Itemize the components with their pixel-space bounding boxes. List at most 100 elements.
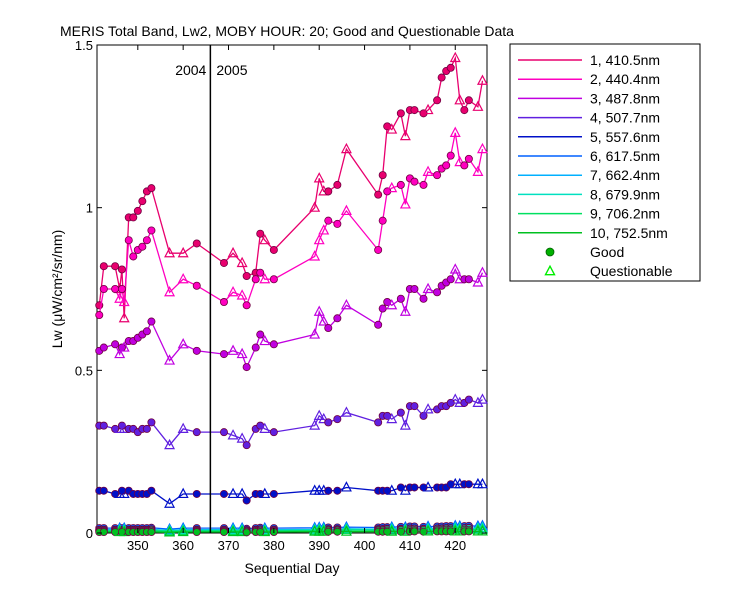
questionable-point <box>164 285 176 297</box>
good-point <box>396 109 405 118</box>
questionable-point <box>114 292 126 303</box>
questionable-point <box>476 525 488 536</box>
questionable-point <box>472 396 484 407</box>
good-point <box>374 418 383 427</box>
questionable-point <box>449 51 461 63</box>
good-point <box>410 106 419 115</box>
questionable-point <box>309 328 321 339</box>
axes-layer: 350 360 370 380 390 400 410 420 0 0.5 1 1.5 <box>75 38 487 553</box>
questionable-point <box>177 272 189 284</box>
questionable-point <box>259 334 271 346</box>
good-point <box>269 340 278 349</box>
good-point <box>99 343 108 352</box>
legend-questionable-label: Questionable <box>590 263 673 279</box>
series-10 <box>95 525 488 537</box>
y-tick-label: 0 <box>86 526 93 541</box>
questionable-point <box>227 344 239 355</box>
legend-questionable-marker <box>544 264 556 276</box>
legend-label: 4, 507.7nm <box>590 110 660 126</box>
good-point <box>117 284 126 293</box>
good-point <box>219 298 228 307</box>
good-point <box>410 483 419 492</box>
good-point <box>419 294 428 303</box>
good-point <box>269 489 278 498</box>
good-point <box>333 219 342 228</box>
questionable-point <box>422 165 434 176</box>
questionable-point <box>399 129 411 141</box>
good-point <box>192 346 201 355</box>
questionable-point <box>422 525 434 536</box>
good-point <box>147 528 156 537</box>
questionable-point <box>449 393 461 404</box>
good-point <box>192 489 201 498</box>
good-point <box>256 229 265 238</box>
x-tick-label: 390 <box>308 538 330 553</box>
good-point <box>219 428 228 437</box>
legend-label: 9, 706.2nm <box>590 206 660 222</box>
legend-label: 5, 557.6nm <box>590 129 660 145</box>
good-point <box>192 428 201 437</box>
questionable-point <box>340 481 352 492</box>
questionable-point <box>340 523 352 535</box>
questionable-point <box>259 487 271 499</box>
good-point <box>138 242 147 251</box>
questionable-point <box>118 295 130 307</box>
legend-label: 7, 662.4nm <box>590 167 660 183</box>
questionable-point <box>386 123 398 134</box>
good-point <box>242 441 251 450</box>
good-point <box>324 418 333 427</box>
good-point <box>147 418 156 427</box>
questionable-point <box>449 263 461 274</box>
questionable-point <box>227 525 239 537</box>
x-tick-label: 360 <box>172 538 194 553</box>
questionable-point <box>236 289 248 300</box>
good-point <box>129 213 138 222</box>
good-point <box>242 363 251 372</box>
good-point <box>433 96 442 105</box>
good-point <box>410 527 419 536</box>
good-point <box>433 171 442 180</box>
questionable-point <box>318 412 330 424</box>
legend-label: 1, 410.5nm <box>590 52 660 68</box>
good-point <box>256 268 265 277</box>
good-point <box>111 262 120 271</box>
series-1 <box>95 51 488 323</box>
questionable-point <box>164 246 176 258</box>
legend: 1, 410.5nm 2, 440.4nm 3, 487.8nm 4, 507.7nm… <box>518 52 673 279</box>
good-point <box>251 343 260 352</box>
good-point <box>242 271 251 280</box>
good-point <box>464 96 473 105</box>
good-point <box>419 180 428 189</box>
good-point <box>142 424 151 433</box>
good-point <box>410 284 419 293</box>
x-tick-label: 370 <box>218 538 240 553</box>
good-point <box>333 527 342 536</box>
questionable-point <box>340 406 352 417</box>
series-3 <box>95 263 488 372</box>
good-point <box>99 284 108 293</box>
questionable-point <box>259 272 271 284</box>
good-point <box>324 486 333 495</box>
year-label-right: 2005 <box>216 62 247 78</box>
legend-good-label: Good <box>590 244 624 260</box>
questionable-point <box>386 412 398 424</box>
questionable-point <box>399 305 411 316</box>
questionable-point <box>259 525 271 537</box>
y-tick-label: 1.5 <box>75 38 93 53</box>
questionable-point <box>422 103 434 115</box>
legend-label: 2, 440.4nm <box>590 71 660 87</box>
questionable-point <box>340 142 352 154</box>
chart-title: MERIS Total Band, Lw2, MOBY HOUR: 20; Go… <box>60 23 514 39</box>
good-point <box>396 408 405 417</box>
questionable-point <box>472 276 484 287</box>
questionable-point <box>422 403 434 414</box>
y-tick-label: 1 <box>86 201 93 216</box>
good-point <box>378 304 387 313</box>
legend-label: 10, 752.5nm <box>590 225 668 241</box>
questionable-point <box>164 438 176 450</box>
questionable-point <box>309 419 321 430</box>
good-point <box>147 317 156 326</box>
good-point <box>433 288 442 297</box>
good-point <box>410 177 419 186</box>
